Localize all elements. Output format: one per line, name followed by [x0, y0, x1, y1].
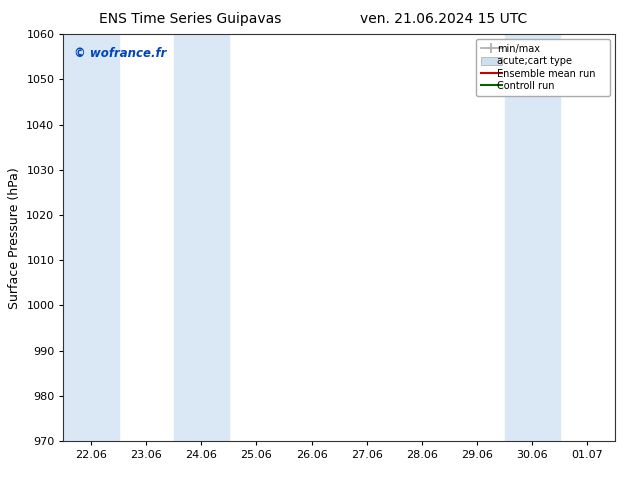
Text: © wofrance.fr: © wofrance.fr — [74, 47, 167, 59]
Bar — [63, 34, 119, 441]
Text: ven. 21.06.2024 15 UTC: ven. 21.06.2024 15 UTC — [360, 12, 527, 26]
Legend: min/max, acute;cart type, Ensemble mean run, Controll run: min/max, acute;cart type, Ensemble mean … — [476, 39, 610, 96]
Y-axis label: Surface Pressure (hPa): Surface Pressure (hPa) — [8, 167, 21, 309]
Bar — [174, 34, 229, 441]
Bar — [615, 34, 634, 441]
Text: ENS Time Series Guipavas: ENS Time Series Guipavas — [99, 12, 281, 26]
Bar — [505, 34, 560, 441]
